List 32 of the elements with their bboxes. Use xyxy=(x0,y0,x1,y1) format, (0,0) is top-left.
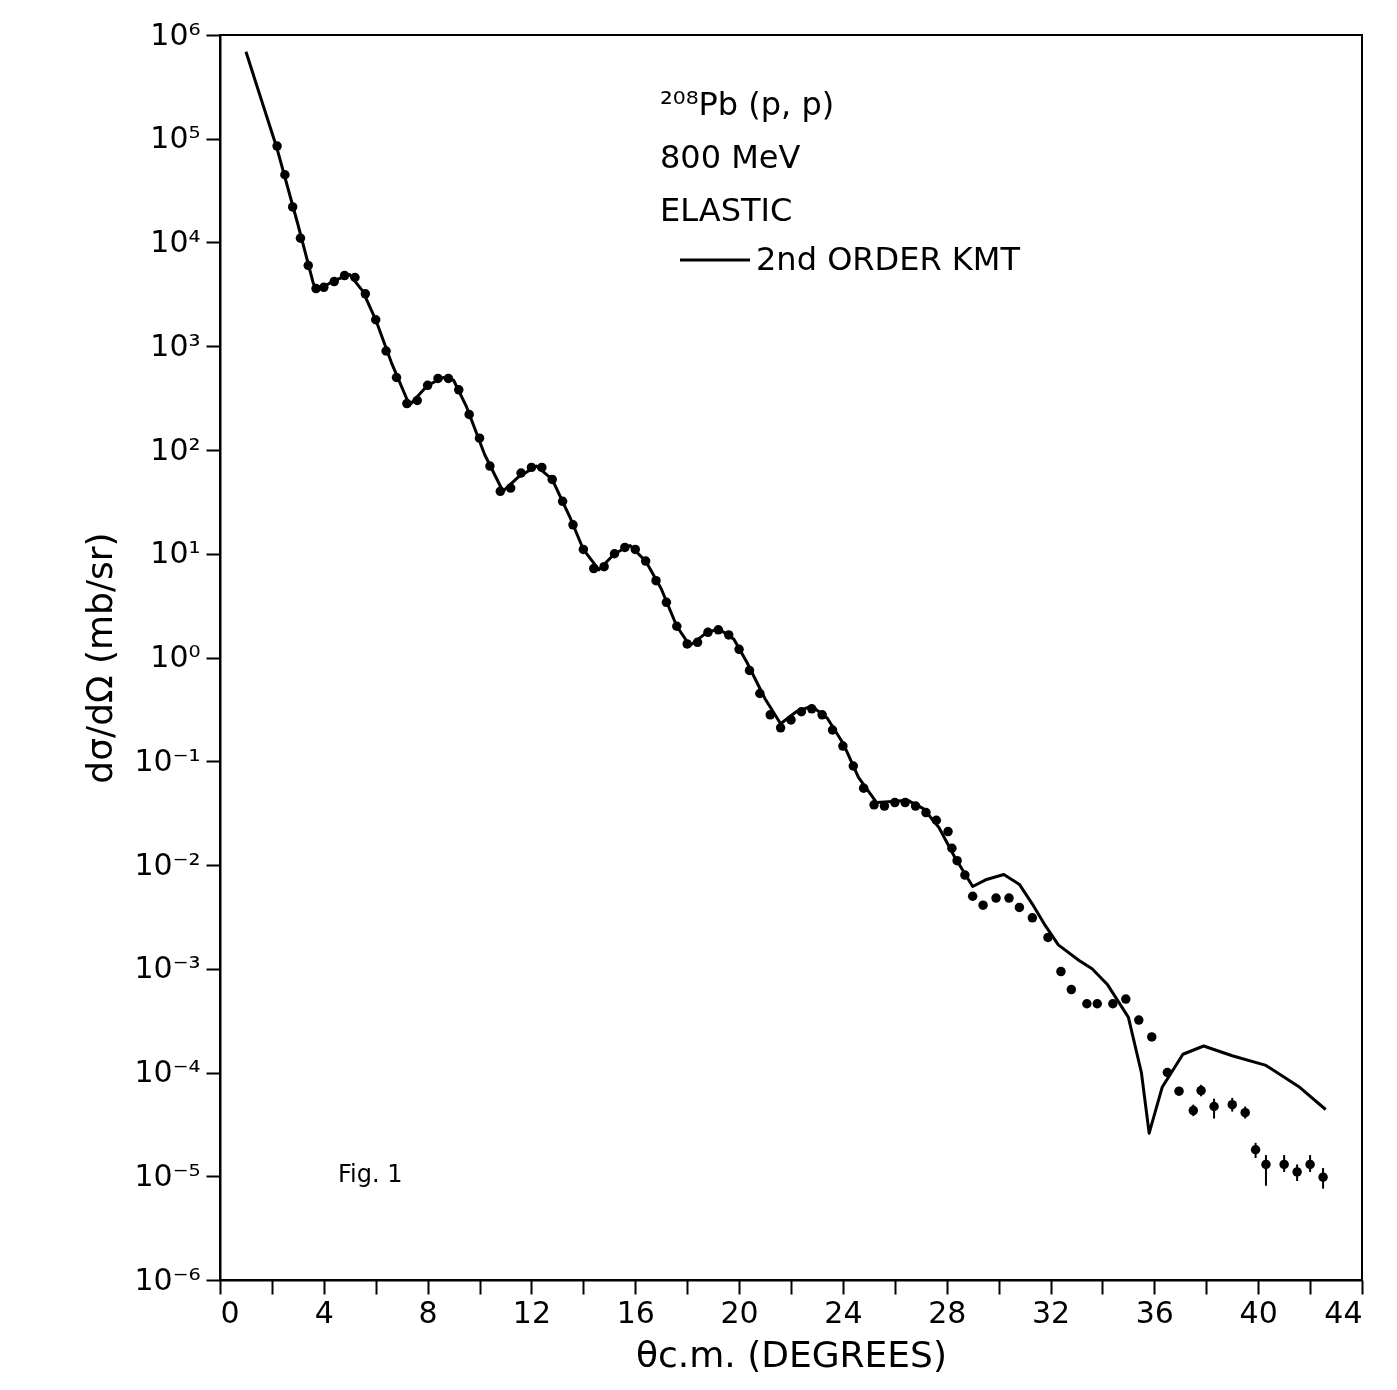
y-tick-label: 10⁻² xyxy=(134,846,201,882)
x-tick-label: 40 xyxy=(1239,1294,1278,1330)
y-tick-label: 10⁶ xyxy=(150,16,201,52)
y-tick-label: 10² xyxy=(150,431,201,467)
y-tick-label: 10⁻⁵ xyxy=(134,1157,201,1193)
y-axis-title: dσ/dΩ (mb/sr) xyxy=(79,532,121,784)
x-tick-label: 0 xyxy=(220,1294,240,1330)
y-tick-label: 10⁴ xyxy=(150,224,201,259)
y-tick-label: 10¹ xyxy=(150,535,201,571)
y-tick-label: 10⁻¹ xyxy=(134,742,201,778)
x-tick-label: 44 xyxy=(1324,1294,1363,1330)
y-tick-label: 10⁰ xyxy=(150,639,201,674)
x-axis-title: θc.m. (DEGREES) xyxy=(635,1333,948,1375)
annotation: ELASTIC xyxy=(660,191,793,229)
annotation: Fig. 1 xyxy=(338,1160,403,1188)
legend-label: 2nd ORDER KMT xyxy=(756,240,1021,278)
y-tick-label: 10⁻⁶ xyxy=(134,1261,201,1297)
y-tick-label: 10⁻³ xyxy=(134,950,201,986)
y-tick-label: 10⁵ xyxy=(150,120,201,156)
annotation: 800 MeV xyxy=(660,138,801,176)
x-tick-label: 8 xyxy=(418,1294,438,1330)
y-tick-label: 10³ xyxy=(150,327,201,363)
x-tick-label: 12 xyxy=(512,1294,552,1330)
y-tick-label: 10⁻⁴ xyxy=(134,1054,201,1089)
x-tick-label: 24 xyxy=(824,1294,863,1330)
x-tick-label: 16 xyxy=(616,1294,655,1330)
x-tick-label: 28 xyxy=(928,1294,967,1330)
annotation: ²⁰⁸Pb (p, p) xyxy=(660,85,835,123)
x-tick-label: 4 xyxy=(314,1294,334,1330)
x-tick-label: 32 xyxy=(1031,1294,1071,1330)
x-tick-label: 20 xyxy=(720,1294,759,1330)
x-tick-label: 36 xyxy=(1135,1294,1174,1330)
